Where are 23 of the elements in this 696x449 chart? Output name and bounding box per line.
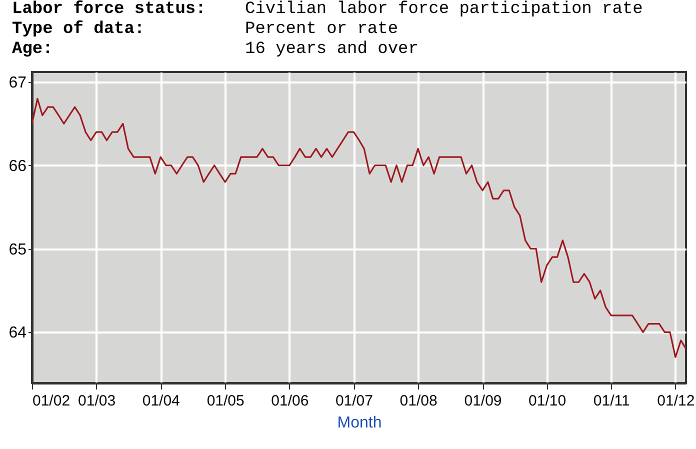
x-tick-label: 01/07: [335, 392, 373, 410]
x-tick-label: 01/08: [400, 392, 438, 410]
y-tick-label: 65: [8, 241, 27, 258]
x-tick-label: 01/11: [593, 392, 630, 410]
x-tick-label: 01/12: [657, 392, 695, 410]
text: 16 years and over: [245, 40, 420, 60]
x-tick-label: 01/04: [142, 392, 180, 410]
text: Type of data:: [12, 20, 146, 40]
x-tick-label: 01/09: [464, 392, 502, 410]
x-axis-title: Month: [337, 414, 382, 432]
text: Age:: [12, 40, 54, 60]
y-tick-label: 66: [8, 158, 27, 175]
x-tick-label: 01/06: [271, 392, 309, 410]
text: Percent or rate: [245, 20, 400, 40]
x-tick-label: 01/03: [78, 392, 116, 410]
text: Labor force status:: [12, 0, 207, 20]
x-tick-label: 01/02: [32, 392, 70, 410]
line-series: [32, 98, 686, 358]
x-tick-label: 01/05: [206, 392, 244, 410]
text: Civilian labor force participation rate: [245, 0, 643, 20]
y-tick-label: 64: [8, 324, 27, 342]
x-tick-label: 01/10: [528, 392, 566, 410]
y-tick-label: 67: [8, 74, 27, 92]
